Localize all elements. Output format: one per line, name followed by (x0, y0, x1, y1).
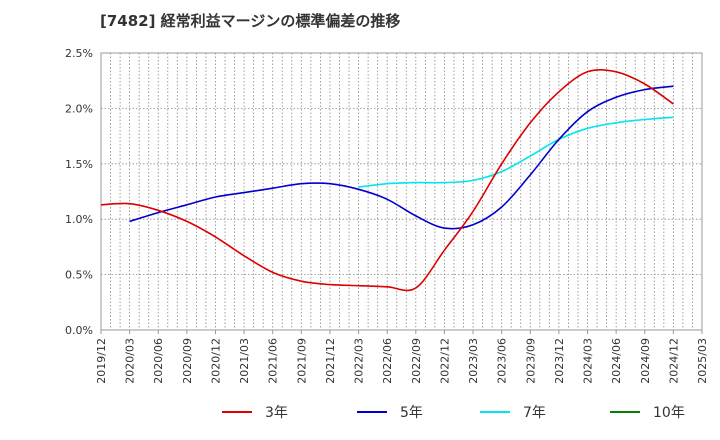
x-tick-label: 2022/12 (438, 338, 451, 384)
legend-label: 5年 (400, 405, 423, 421)
x-tick-label: 2020/06 (152, 338, 165, 384)
x-tick-label: 2021/03 (238, 338, 251, 384)
legend-label: 3年 (265, 405, 288, 421)
x-tick-label: 2024/09 (639, 338, 652, 384)
x-tick-label: 2025/03 (696, 338, 709, 384)
series-line-2 (129, 85, 674, 230)
y-tick-label: 1.0% (65, 213, 93, 226)
y-tick-label: 0.5% (65, 269, 93, 282)
y-tick-label: 2.0% (65, 102, 93, 115)
x-tick-label: 2023/06 (496, 338, 509, 384)
chart-title: [7482] 経常利益マージンの標準偏差の推移 (100, 12, 401, 30)
y-tick-label: 0.0% (65, 324, 93, 337)
legend-label: 7年 (523, 405, 546, 421)
x-tick-label: 2020/09 (181, 338, 194, 384)
x-tick-label: 2021/06 (267, 338, 280, 384)
y-tick-label: 1.5% (65, 158, 93, 171)
x-tick-label: 2024/03 (582, 338, 595, 384)
x-tick-label: 2022/09 (410, 338, 423, 384)
x-tick-label: 2019/12 (95, 338, 108, 384)
x-tick-label: 2021/12 (324, 338, 337, 384)
x-tick-label: 2023/03 (467, 338, 480, 384)
y-tick-label: 2.5% (65, 47, 93, 60)
x-tick-label: 2023/09 (524, 338, 537, 384)
x-tick-label: 2023/12 (553, 338, 566, 384)
x-tick-label: 2020/12 (209, 338, 222, 384)
x-tick-label: 2024/12 (667, 338, 680, 384)
plot-area (100, 52, 703, 331)
x-tick-label: 2022/06 (381, 338, 394, 384)
x-tick-label: 2020/03 (124, 338, 137, 384)
series-line-3 (358, 116, 674, 188)
x-tick-label: 2022/03 (353, 338, 366, 384)
x-tick-label: 2021/09 (295, 338, 308, 384)
x-tick-label: 2024/06 (610, 338, 623, 384)
legend-label: 10年 (653, 405, 685, 421)
series-line-1 (100, 69, 674, 292)
